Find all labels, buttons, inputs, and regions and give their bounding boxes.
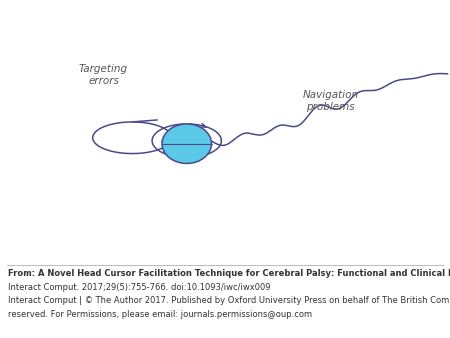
Text: Navigation
problems: Navigation problems	[303, 91, 359, 112]
Ellipse shape	[162, 124, 212, 164]
Text: Targeting
errors: Targeting errors	[79, 64, 128, 86]
Text: reserved. For Permissions, please email: journals.permissions@oup.com: reserved. For Permissions, please email:…	[8, 310, 312, 319]
Text: Interact Comput | © The Author 2017. Published by Oxford University Press on beh: Interact Comput | © The Author 2017. Pub…	[8, 296, 450, 305]
Text: From: A Novel Head Cursor Facilitation Technique for Cerebral Palsy: Functional : From: A Novel Head Cursor Facilitation T…	[8, 269, 450, 278]
Text: Interact Comput. 2017;29(5):755-766. doi:10.1093/iwc/iwx009: Interact Comput. 2017;29(5):755-766. doi…	[8, 283, 270, 291]
